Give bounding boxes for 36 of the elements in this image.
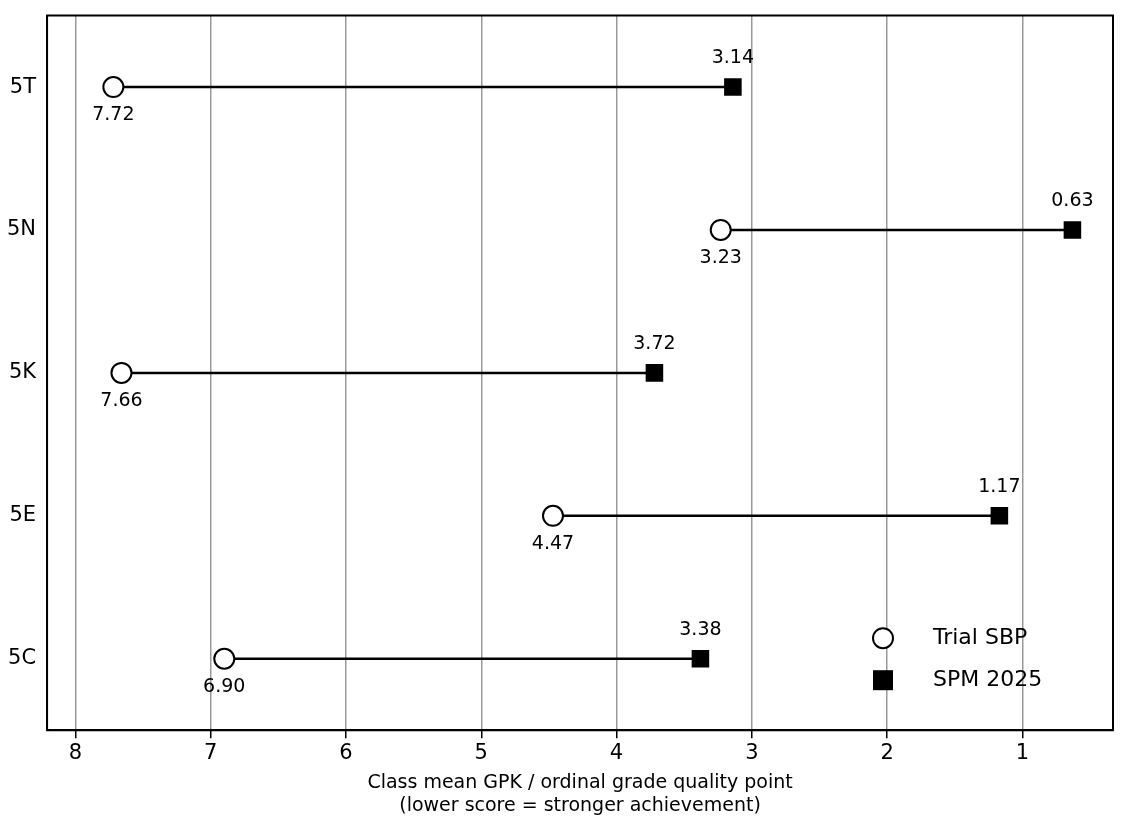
data-label: 3.14 [711,45,755,68]
x-tick-label: 2 [880,740,894,765]
point [1063,221,1082,239]
point [990,507,1009,525]
point [709,218,732,241]
data-label: 7.72 [92,102,135,125]
data-label: 6.90 [203,674,246,697]
data-label: 7.66 [100,388,143,411]
data-label: 4.47 [531,531,575,554]
point [110,361,133,384]
point [213,647,236,670]
x-tick-label: 7 [204,740,218,765]
point [645,364,664,382]
y-tick-label: 5N [6,216,37,241]
x-tick-label: 6 [339,740,353,765]
x-tick-label: 5 [474,740,488,765]
legend-label: SPM 2025 [933,665,1043,691]
y-tick-label: 5C [8,645,37,670]
x-tick-label: 4 [609,740,624,765]
point [724,78,742,96]
data-label: 3.38 [679,617,722,640]
x-tick-label: 3 [745,740,759,765]
x-axis-title: Class mean GPK / ordinal grade quality point (lower score = stronger achievement) [367,769,793,815]
y-tick-label: 5K [8,359,38,384]
data-label: 3.23 [699,245,742,268]
data-label: 0.63 [1051,188,1094,211]
point [691,649,710,668]
x-tick-label: 8 [68,740,83,765]
legend-label: Trial SBP [932,623,1028,649]
x-tick-label: 1 [1015,740,1030,765]
data-label: 3.72 [633,331,676,354]
point [102,76,125,99]
y-tick-label: 5E [9,502,37,527]
y-tick-label: 5T [9,73,37,98]
data-label: 1.17 [978,474,1021,497]
point [541,504,564,527]
